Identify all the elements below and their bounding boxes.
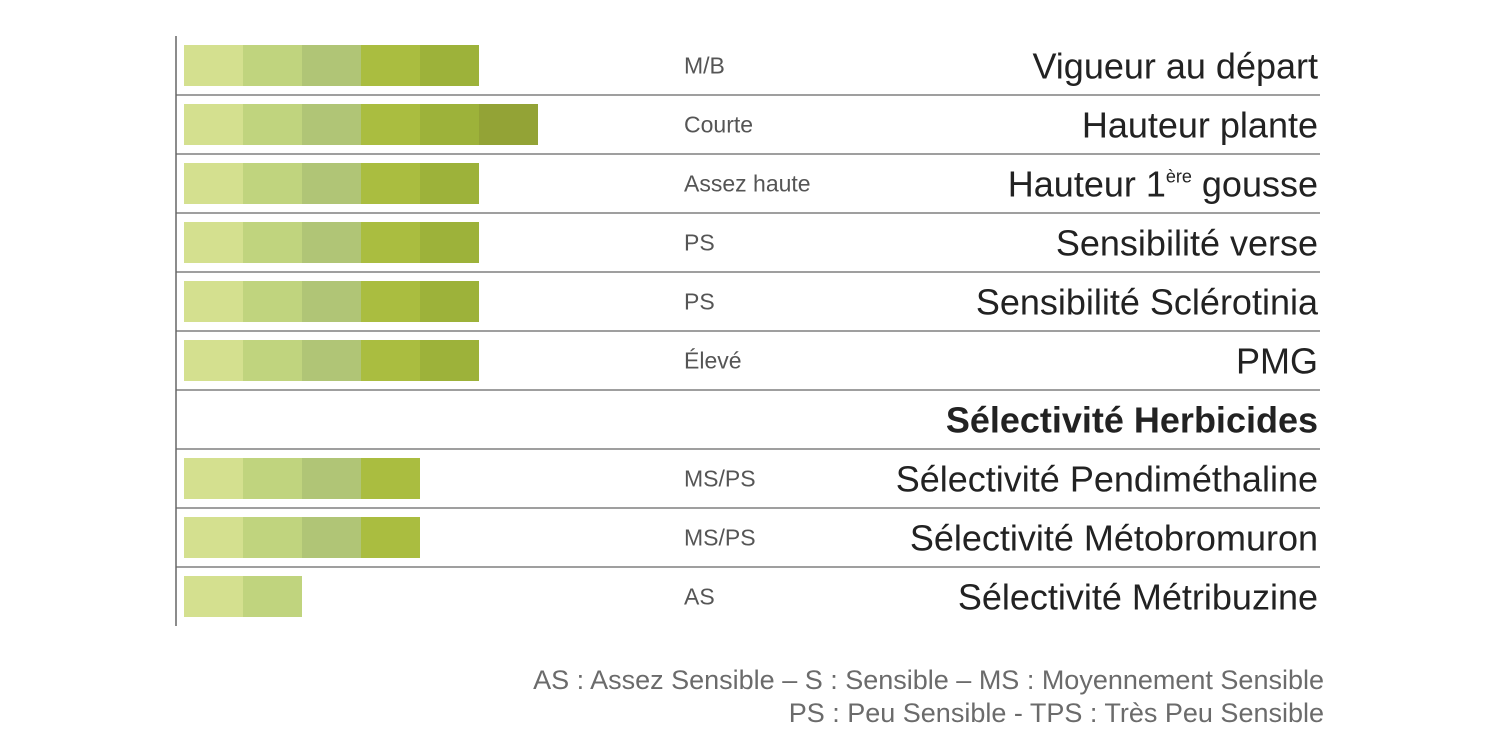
bar-segment	[361, 340, 420, 381]
bar-segment	[184, 163, 243, 204]
bar-segment	[243, 517, 302, 558]
legend-line-2: PS : Peu Sensible - TPS : Très Peu Sensi…	[788, 698, 1324, 728]
rating-bar-chart: M/B Vigueur au départ Courte Hauteur plante…	[175, 36, 1320, 626]
bar-segment	[184, 458, 243, 499]
rating-label: AS	[684, 584, 715, 610]
bar-segment	[243, 222, 302, 263]
bar-segment	[184, 517, 243, 558]
criterion-label: Vigueur au départ	[1032, 46, 1318, 87]
bar-segment	[361, 222, 420, 263]
bar-segment	[302, 340, 361, 381]
chart-row: Élevé PMG	[176, 340, 1320, 391]
bar-segment	[302, 222, 361, 263]
bar-segment	[361, 517, 420, 558]
bar-segment	[479, 104, 538, 145]
bar-segment	[361, 45, 420, 86]
bar-segment	[420, 163, 479, 204]
criterion-label: Sélectivité Métribuzine	[958, 577, 1318, 618]
chart-row: PS Sensibilité verse	[176, 222, 1320, 273]
chart-row: AS Sélectivité Métribuzine	[184, 576, 1318, 618]
bar-segment	[184, 281, 243, 322]
bar-segment	[420, 281, 479, 322]
rating-label: PS	[684, 230, 715, 256]
chart-row: MS/PS Sélectivité Métobromuron	[176, 517, 1320, 568]
bar-segment	[302, 45, 361, 86]
bar-segment	[420, 340, 479, 381]
bar-segment	[361, 458, 420, 499]
criterion-label: Sélectivité Pendiméthaline	[896, 459, 1318, 500]
criterion-label: PMG	[1236, 341, 1318, 382]
bar-segment	[184, 45, 243, 86]
bar-segment	[243, 163, 302, 204]
criterion-label: Hauteur plante	[1082, 105, 1318, 146]
bar-segment	[302, 281, 361, 322]
chart-row: PS Sensibilité Sclérotinia	[176, 281, 1320, 332]
bar-segment	[302, 163, 361, 204]
bar-segment	[243, 104, 302, 145]
bar-segment	[184, 104, 243, 145]
bar-segment	[420, 104, 479, 145]
rating-label: M/B	[684, 53, 725, 79]
legend: AS : Assez Sensible – S : Sensible – MS …	[424, 664, 1324, 730]
bar-segment	[361, 281, 420, 322]
rating-label: PS	[684, 289, 715, 315]
criterion-label: Sensibilité Sclérotinia	[976, 282, 1319, 323]
bar-segment	[361, 104, 420, 145]
bar-segment	[184, 340, 243, 381]
criterion-label: Sélectivité Métobromuron	[910, 518, 1318, 559]
chart-row: MS/PS Sélectivité Pendiméthaline	[176, 458, 1320, 509]
rating-label: MS/PS	[684, 466, 756, 492]
bar-segment	[302, 517, 361, 558]
rating-label: Assez haute	[684, 171, 811, 197]
bar-segment	[243, 45, 302, 86]
rating-label: MS/PS	[684, 525, 756, 551]
section-header-label: Sélectivité Herbicides	[946, 400, 1318, 441]
bar-segment	[302, 104, 361, 145]
rating-label: Élevé	[684, 348, 742, 374]
chart-row: Sélectivité Herbicides	[176, 400, 1320, 450]
chart-row: Assez haute Hauteur 1ère gousse	[176, 163, 1320, 214]
criterion-label: Hauteur 1ère gousse	[1008, 164, 1318, 205]
bar-segment	[243, 281, 302, 322]
bar-segment	[361, 163, 420, 204]
chart-row: M/B Vigueur au départ	[176, 45, 1320, 96]
bar-segment	[184, 576, 243, 617]
bar-segment	[243, 340, 302, 381]
bar-segment	[420, 222, 479, 263]
chart-row: Courte Hauteur plante	[176, 104, 1320, 155]
legend-line-1: AS : Assez Sensible – S : Sensible – MS …	[533, 665, 1324, 695]
bar-segment	[243, 458, 302, 499]
bar-segment	[302, 458, 361, 499]
bar-segment	[184, 222, 243, 263]
bar-segment	[420, 45, 479, 86]
rating-label: Courte	[684, 112, 753, 138]
criterion-label: Sensibilité verse	[1056, 223, 1318, 264]
bar-segment	[243, 576, 302, 617]
